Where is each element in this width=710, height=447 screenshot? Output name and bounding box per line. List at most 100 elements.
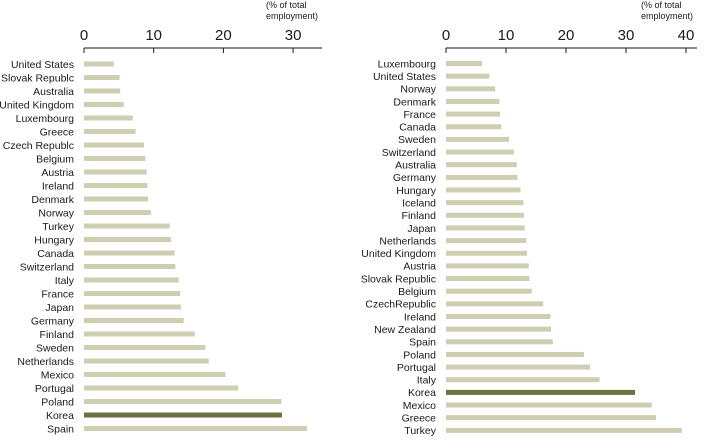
chart-2-bar-norway — [446, 86, 496, 92]
chart-2-bar-turkey — [446, 427, 682, 433]
chart-2-category-label-france: France — [403, 109, 436, 121]
chart-1-bar-mexico — [84, 372, 226, 377]
chart-1-unit-label-2: employment) — [266, 11, 318, 21]
chart-1-bar-germany — [84, 318, 184, 323]
chart-2-category-label-sweden: Sweden — [398, 134, 436, 146]
chart-2-category-label-japan: Japan — [407, 223, 436, 235]
chart-2-tick-label-4: 40 — [678, 27, 695, 44]
chart-2-category-label-korea: Korea — [408, 387, 436, 399]
chart-2-bar-mexico — [446, 402, 652, 408]
chart-1-category-label-greece: Greece — [40, 126, 75, 138]
chart-2-category-label-slovak-republic: Slovak Republic — [361, 273, 436, 285]
chart-1-category-label-united-states: United States — [11, 59, 74, 71]
chart-1-unit-label-1: (% of total — [266, 0, 307, 10]
chart-2-tick-label-2: 20 — [558, 27, 575, 44]
chart-1-bar-japan — [84, 304, 181, 310]
chart-2-category-label-canada: Canada — [399, 122, 436, 134]
chart-2-category-label-portugal: Portugal — [397, 362, 436, 374]
chart-1-category-label-finland: Finland — [40, 329, 75, 341]
chart-1-category-label-hungary: Hungary — [34, 234, 74, 246]
chart-2-category-label-germany: Germany — [393, 172, 437, 184]
chart-1-bar-denmark — [84, 196, 149, 202]
chart-1-category-label-czech-republc: Czech Republc — [3, 140, 74, 152]
chart-2-category-label-iceland: Iceland — [402, 197, 436, 209]
chart-1-category-label-united-kingdom: United Kingdom — [0, 99, 74, 111]
chart-2-tick-label-3: 30 — [618, 27, 635, 44]
chart-2-category-label-belgium: Belgium — [398, 286, 436, 298]
chart-1-tick-label-2: 20 — [215, 27, 232, 44]
chart-1-category-label-korea: Korea — [46, 410, 74, 422]
chart-2-category-label-new-zealand: New Zealand — [374, 324, 436, 336]
chart-1-bar-portugal — [84, 385, 239, 391]
chart-2-bar-netherlands — [446, 238, 527, 244]
chart-1-category-label-poland: Poland — [41, 396, 74, 408]
chart-1-category-label-norway: Norway — [38, 207, 74, 219]
chart-2-category-label-netherlands: Netherlands — [379, 235, 436, 247]
chart-2-bar-spain — [446, 339, 553, 345]
chart-2-bar-italy — [446, 377, 600, 383]
chart-1-bar-poland — [84, 399, 282, 404]
chart-2-category-label-united-states: United States — [373, 71, 436, 83]
chart-1-category-label-slovak-republc: Slovak Republc — [1, 72, 74, 84]
chart-2-bar-sweden — [446, 136, 509, 142]
chart-2-bar-austria — [446, 263, 529, 269]
chart-1-bar-czech-republc — [84, 142, 144, 148]
chart-1-bar-spain — [84, 426, 308, 431]
chart-2-bar-czechrepublic — [446, 301, 544, 307]
chart-2-category-label-switzerland: Switzerland — [382, 147, 436, 159]
chart-2-category-label-mexico: Mexico — [403, 400, 436, 412]
chart-1-category-label-portugal: Portugal — [35, 383, 74, 395]
chart-1-category-label-mexico: Mexico — [41, 369, 74, 381]
chart-1-bar-sweden — [84, 345, 206, 350]
chart-2-unit-label-1: (% of total — [641, 0, 682, 10]
chart-2-bar-luxembourg — [446, 61, 482, 66]
chart-1-category-label-spain: Spain — [47, 423, 74, 435]
chart-1-category-label-turkey: Turkey — [42, 221, 74, 233]
chart-1-bar-austria — [84, 169, 147, 175]
chart-1-bar-canada — [84, 250, 175, 256]
chart-2-bar-japan — [446, 225, 525, 231]
chart-2-bar-denmark — [446, 98, 500, 104]
chart-2-bar-belgium — [446, 288, 532, 294]
chart-1-bar-luxembourg — [84, 115, 133, 121]
chart-1-category-label-japan: Japan — [45, 302, 74, 314]
chart-1-bar-italy — [84, 277, 179, 283]
chart-2-bar-greece — [446, 415, 656, 421]
chart-1-bar-france — [84, 291, 181, 296]
chart-2-category-label-italy: Italy — [417, 375, 437, 387]
chart-1-category-label-italy: Italy — [55, 275, 75, 287]
chart-1-category-label-france: France — [41, 288, 74, 300]
chart-2-category-label-united-kingdom: United Kingdom — [361, 248, 436, 260]
chart-1-category-label-netherlands: Netherlands — [17, 356, 74, 368]
chart-2-bar-slovak-republic — [446, 276, 530, 282]
chart-1-tick-label-3: 30 — [285, 27, 302, 44]
chart-1-bar-slovak-republc — [84, 75, 120, 80]
chart-1-category-label-germany: Germany — [31, 315, 75, 327]
chart-2-category-label-poland: Poland — [403, 349, 436, 361]
chart-1-category-label-austria: Austria — [41, 167, 74, 179]
chart-1-bar-australia — [84, 88, 121, 94]
chart-2-bar-new-zealand — [446, 326, 551, 332]
chart-1-bar-netherlands — [84, 358, 209, 364]
chart-1-category-label-ireland: Ireland — [42, 180, 74, 192]
chart-1-bar-norway — [84, 210, 151, 215]
chart-2-category-label-turkey: Turkey — [404, 425, 436, 437]
chart-1-tick-label-1: 10 — [145, 27, 162, 44]
chart-2-category-label-ireland: Ireland — [404, 311, 436, 323]
chart-2-bar-australia — [446, 162, 517, 168]
chart-2-tick-label-1: 10 — [498, 27, 515, 44]
chart-2-category-label-austria: Austria — [403, 261, 436, 273]
chart-1-category-label-australia: Australia — [33, 86, 74, 98]
chart-2-unit-label-2: employment) — [641, 11, 693, 21]
chart-2-bar-poland — [446, 351, 584, 357]
chart-2-tick-label-0: 0 — [442, 27, 450, 44]
chart-2-category-label-denmark: Denmark — [393, 96, 436, 108]
chart-2-bar-korea — [446, 389, 635, 395]
chart-1-category-label-switzerland: Switzerland — [20, 261, 74, 273]
chart-2-category-label-spain: Spain — [409, 337, 436, 349]
chart-2-category-label-luxembourg: Luxembourg — [378, 58, 437, 70]
chart-1-bar-ireland — [84, 183, 148, 188]
chart-2-bar-ireland — [446, 314, 551, 319]
chart-1-category-label-canada: Canada — [37, 248, 74, 260]
